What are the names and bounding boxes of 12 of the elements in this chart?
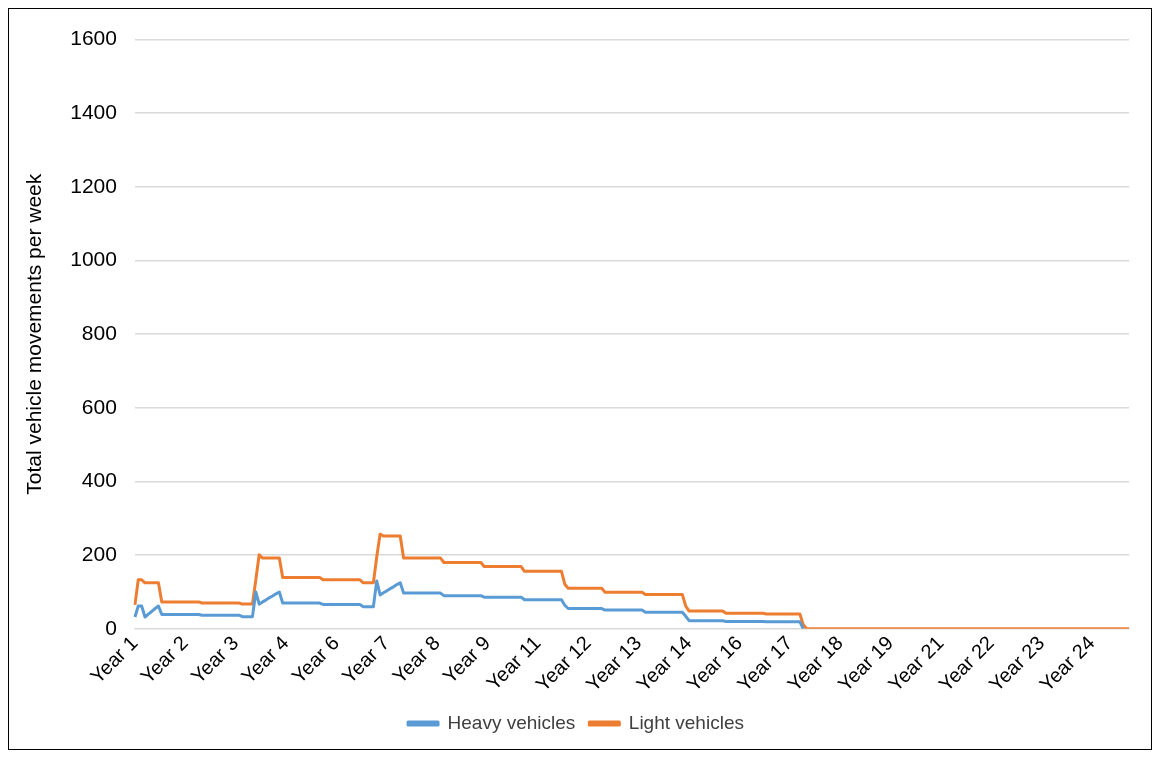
- legend-label: Light vehicles: [628, 711, 744, 733]
- y-tick-label: 1400: [70, 100, 117, 124]
- y-tick-label: 1000: [70, 247, 117, 271]
- y-tick-label: 1600: [70, 26, 117, 50]
- y-tick-label: 1200: [70, 173, 117, 197]
- y-tick-label: 0: [105, 615, 117, 639]
- y-tick-label: 400: [81, 468, 117, 492]
- y-axis-title: Total vehicle movements per week: [22, 173, 46, 495]
- y-tick-label: 200: [81, 541, 117, 565]
- y-tick-label: 600: [81, 394, 117, 418]
- legend-label: Heavy vehicles: [447, 711, 576, 733]
- y-tick-label: 800: [81, 320, 117, 344]
